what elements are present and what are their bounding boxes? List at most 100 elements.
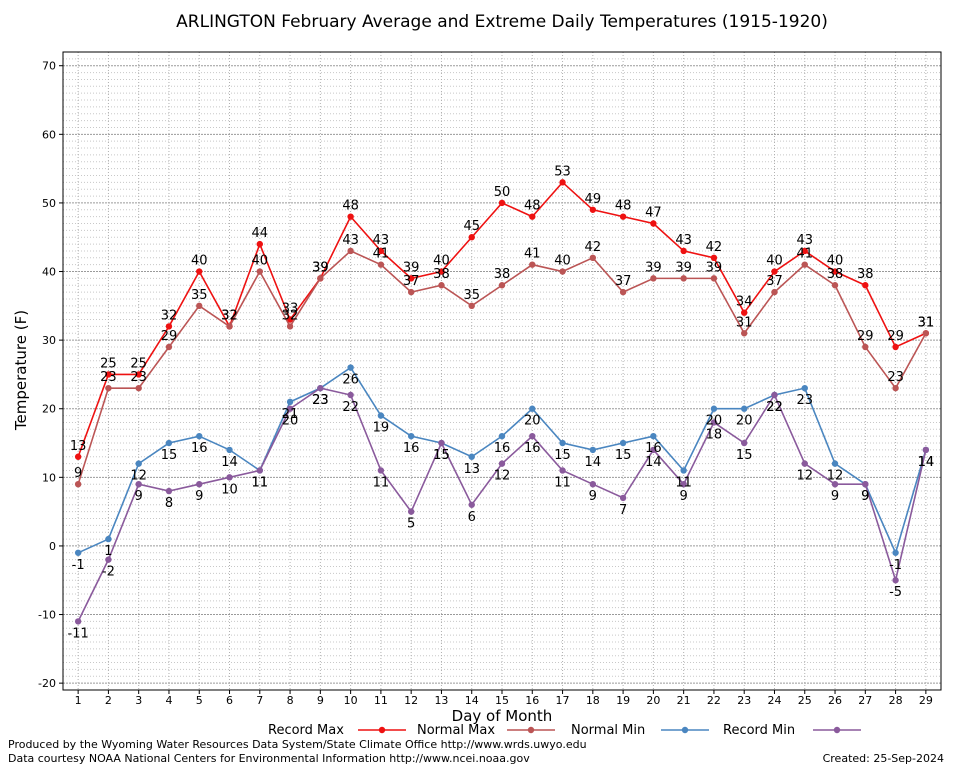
data-label: 31 — [918, 315, 935, 330]
series-lines — [74, 179, 930, 625]
data-label: 13 — [70, 439, 87, 454]
data-label: 6 — [468, 510, 476, 525]
x-tick-label: 21 — [677, 694, 691, 707]
data-label: 37 — [403, 274, 420, 289]
data-point — [135, 371, 142, 378]
data-point — [831, 268, 839, 275]
data-point — [529, 213, 536, 220]
data-label: 37 — [615, 274, 632, 289]
data-label: 23 — [312, 393, 329, 408]
data-label: 14 — [645, 455, 662, 470]
data-point — [831, 460, 839, 467]
y-tick-label: 60 — [42, 128, 56, 141]
data-point — [226, 446, 233, 454]
data-label: 16 — [524, 441, 541, 456]
chart-title: ARLINGTON February Average and Extreme D… — [176, 12, 828, 32]
y-tick-label: 40 — [42, 266, 56, 279]
data-label: 40 — [554, 254, 571, 269]
data-label: 45 — [463, 219, 480, 234]
data-label: -1 — [889, 558, 902, 573]
data-point — [347, 247, 354, 255]
data-point — [589, 480, 597, 488]
x-axis-label: Day of Month — [452, 707, 553, 725]
data-label: 31 — [918, 315, 935, 330]
data-label: -11 — [68, 626, 89, 641]
data-point — [105, 556, 112, 563]
x-tick-label: 27 — [858, 694, 872, 707]
data-point — [347, 213, 354, 220]
data-label: 20 — [706, 414, 723, 429]
x-tick-label: 8 — [287, 694, 294, 707]
data-point — [347, 391, 354, 399]
data-point — [135, 460, 142, 467]
data-point — [438, 439, 445, 447]
data-label: 15 — [615, 448, 632, 463]
data-label: 12 — [494, 469, 511, 484]
data-point — [498, 199, 506, 207]
data-point — [74, 480, 82, 488]
legend-swatch-marker — [378, 726, 386, 734]
x-tick-label: 3 — [135, 694, 142, 707]
data-point — [862, 343, 869, 351]
data-point — [529, 405, 536, 412]
data-point — [377, 247, 385, 255]
data-label: 25 — [100, 356, 117, 371]
x-tick-label: 24 — [767, 694, 781, 707]
data-label: 49 — [585, 192, 602, 207]
data-label: 20 — [282, 414, 299, 429]
data-point — [165, 439, 173, 447]
legend-swatch-marker — [681, 726, 689, 734]
data-label: 43 — [796, 233, 813, 248]
data-point — [589, 254, 597, 262]
data-point — [650, 275, 657, 282]
data-label: 12 — [796, 469, 813, 484]
data-label: 1 — [104, 544, 112, 559]
data-label: 15 — [161, 448, 178, 463]
x-tick-label: 10 — [344, 694, 358, 707]
data-label: 29 — [161, 329, 178, 344]
data-point — [529, 432, 536, 440]
data-point — [650, 446, 657, 454]
data-point — [317, 384, 324, 392]
data-point — [619, 494, 627, 502]
data-label: 22 — [766, 400, 783, 415]
data-point — [741, 309, 748, 316]
data-label: 41 — [373, 247, 390, 262]
data-label: 21 — [282, 407, 299, 422]
data-point — [922, 446, 930, 454]
data-label: 42 — [585, 240, 602, 255]
data-label: 20 — [736, 414, 753, 429]
data-label: 14 — [918, 455, 935, 470]
x-tick-label: 7 — [256, 694, 263, 707]
data-point — [256, 240, 263, 248]
data-point — [892, 577, 899, 584]
data-label: 23 — [312, 393, 329, 408]
data-label: 35 — [463, 288, 480, 303]
data-point — [226, 323, 233, 330]
data-point — [741, 330, 748, 337]
data-label: 8 — [165, 496, 173, 511]
legend-swatch-marker — [833, 726, 841, 734]
data-point — [468, 234, 475, 241]
data-label: 40 — [433, 254, 450, 269]
legend-label: Normal Min — [571, 723, 645, 738]
data-label: 42 — [706, 240, 723, 255]
x-tick-label: 18 — [586, 694, 600, 707]
data-label: 26 — [342, 373, 359, 388]
data-point — [135, 480, 142, 488]
data-label: 31 — [736, 315, 753, 330]
data-point — [317, 275, 324, 282]
data-label: 38 — [827, 267, 844, 282]
data-label: 40 — [766, 254, 783, 269]
data-label: 9 — [195, 489, 203, 504]
data-label: 53 — [554, 164, 571, 179]
legend-swatch-marker — [527, 726, 535, 734]
data-point — [680, 247, 687, 255]
data-point — [347, 364, 354, 371]
x-tick-label: 23 — [737, 694, 751, 707]
data-point — [74, 453, 82, 460]
data-label: 9 — [831, 489, 839, 504]
data-point — [619, 288, 627, 296]
footer-courtesy: Data courtesy NOAA National Centers for … — [8, 752, 530, 765]
